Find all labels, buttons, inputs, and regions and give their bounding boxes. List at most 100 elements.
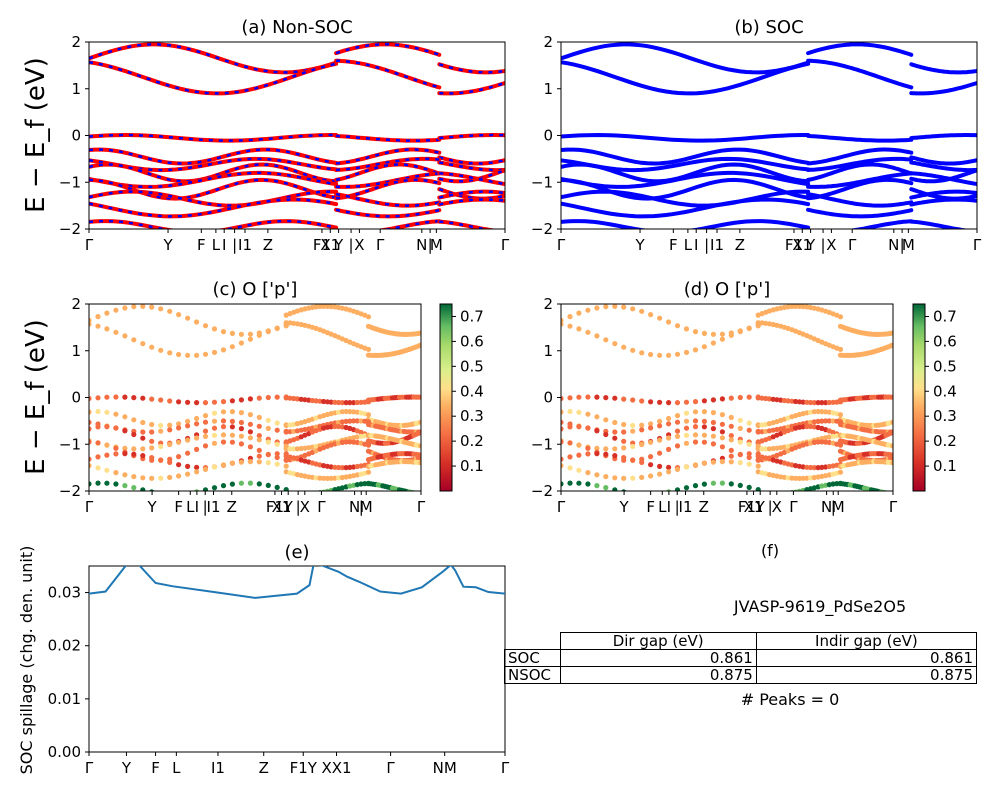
proj-d-dot — [630, 347, 636, 353]
proj-d-dot — [737, 329, 743, 335]
b-xtick-label: Z — [735, 236, 745, 254]
d-xtick-label: Γ — [557, 498, 566, 516]
proj-c-dot — [194, 319, 200, 325]
proj-d-dot — [837, 412, 844, 418]
spillage-xtick-label: F — [151, 759, 160, 777]
proj-c-dot — [194, 400, 200, 406]
d-xtick-label: Y — [618, 498, 629, 516]
nonsoc-band-dash — [439, 161, 505, 172]
proj-d-dot — [576, 480, 582, 486]
proj-d-dot — [701, 330, 708, 336]
proj-c-dot — [95, 465, 101, 471]
proj-c-dot — [256, 453, 262, 459]
proj-c-dot — [256, 459, 262, 465]
spillage-xtick-label: I1 — [211, 759, 225, 777]
proj-c-dot — [211, 432, 218, 438]
proj-c-dot — [365, 469, 372, 475]
proj-c-dot — [238, 480, 244, 486]
d-xtick-label: Z — [699, 498, 709, 516]
proj-d-dot — [639, 427, 645, 433]
proj-d-dot — [603, 304, 609, 310]
soc-band — [561, 147, 811, 166]
proj-d-dot — [746, 427, 752, 433]
proj-d-dot — [701, 481, 708, 487]
proj-d-dot — [657, 463, 663, 469]
proj-d-dot — [793, 398, 799, 405]
proj-d-dot — [666, 421, 672, 427]
proj-d-dot — [737, 482, 743, 488]
nonsoc-band-dash — [336, 172, 440, 189]
proj-c-dot — [313, 475, 319, 481]
proj-c-dot — [95, 454, 101, 460]
proj-c-dot — [265, 394, 271, 401]
proj-c-dot — [95, 314, 101, 320]
proj-c-dot — [343, 439, 349, 445]
proj-d-dot — [666, 469, 672, 475]
proj-d-dot — [808, 399, 814, 406]
proj-d-dot — [585, 445, 591, 451]
proj-c-dot — [194, 421, 200, 427]
proj-c-dot — [167, 350, 173, 356]
proj-d-dot — [737, 439, 743, 445]
proj-c-dot — [202, 487, 209, 491]
b-xtick-label: Y — [805, 236, 816, 254]
proj-c-dot — [238, 433, 244, 439]
proj-c-dot — [283, 320, 289, 326]
proj-c-dot — [131, 337, 137, 343]
proj-d-dot — [728, 481, 734, 487]
proj-d-dot — [576, 424, 582, 430]
a-ytick-label: −2 — [59, 220, 81, 238]
proj-d-dot — [815, 408, 821, 415]
d-title: (d) O ['p'] — [684, 279, 770, 300]
cell-dir-gap: 0.875 — [559, 666, 757, 684]
proj-d-dot — [630, 428, 636, 434]
proj-c-dot — [113, 307, 119, 313]
proj-c-dot — [95, 480, 101, 486]
proj-c-dot — [417, 490, 420, 491]
nonsoc-band — [89, 42, 339, 75]
proj-d-dot — [585, 470, 591, 476]
spillage-line — [89, 566, 505, 599]
proj-d-dot — [621, 304, 627, 310]
proj-c-dot — [167, 422, 173, 428]
proj-d-dot — [890, 330, 893, 336]
proj-d-dot — [837, 346, 844, 352]
proj-c-dot — [122, 333, 128, 339]
nonsoc-band-dash — [336, 157, 440, 172]
proj-c-dot — [328, 304, 334, 310]
proj-d-dot — [728, 447, 734, 453]
proj-c-dot — [140, 304, 146, 309]
proj-d-dot — [890, 419, 893, 425]
proj-c-dot — [149, 438, 155, 444]
proj-c-dot — [299, 492, 304, 497]
proj-d-dot — [594, 305, 600, 311]
spillage-xtick-label: Γ — [386, 759, 395, 777]
proj-d-dot — [692, 432, 699, 438]
proj-d-dot — [666, 435, 672, 441]
proj-c-dot — [247, 435, 253, 441]
proj-d-dot — [785, 304, 791, 310]
spillage-ytick-label: 0.02 — [48, 637, 81, 655]
proj-c-dot — [95, 424, 101, 430]
proj-c-dot — [202, 443, 209, 449]
proj-c-dot — [89, 481, 92, 487]
proj-d-dot — [683, 326, 690, 332]
proj-c-dot — [104, 480, 110, 486]
proj-d-dot — [621, 429, 627, 435]
c-xtick-label: M — [360, 498, 373, 516]
b-ytick-label: 1 — [543, 80, 553, 98]
proj-d-dot — [683, 440, 690, 446]
proj-d-dot — [889, 490, 892, 491]
nonsoc-band — [334, 42, 442, 57]
proj-d-dot — [890, 443, 893, 449]
proj-d-dot — [674, 428, 681, 434]
proj-d-dot — [612, 475, 618, 481]
proj-c-dot — [185, 437, 191, 443]
proj-c-dot — [317, 304, 323, 310]
b-xtick-label: X1 — [792, 236, 812, 254]
proj-c-dot — [176, 439, 182, 445]
proj-d-dot — [837, 469, 844, 475]
b-ytick-label: 0 — [543, 127, 553, 145]
proj-c-dot — [247, 480, 253, 486]
proj-d-dot — [567, 454, 573, 460]
